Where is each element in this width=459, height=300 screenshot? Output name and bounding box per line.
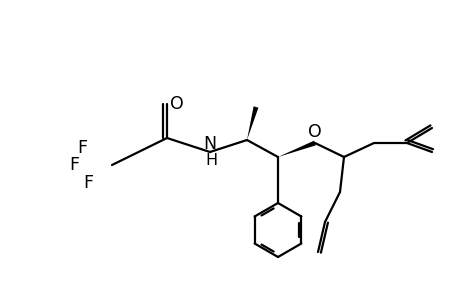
Text: H: H [205, 152, 217, 167]
Text: N: N [203, 135, 216, 153]
Text: F: F [83, 174, 93, 192]
Polygon shape [246, 106, 258, 140]
Text: O: O [308, 123, 321, 141]
Text: F: F [69, 156, 79, 174]
Text: F: F [77, 139, 87, 157]
Polygon shape [277, 141, 315, 157]
Text: O: O [170, 95, 184, 113]
